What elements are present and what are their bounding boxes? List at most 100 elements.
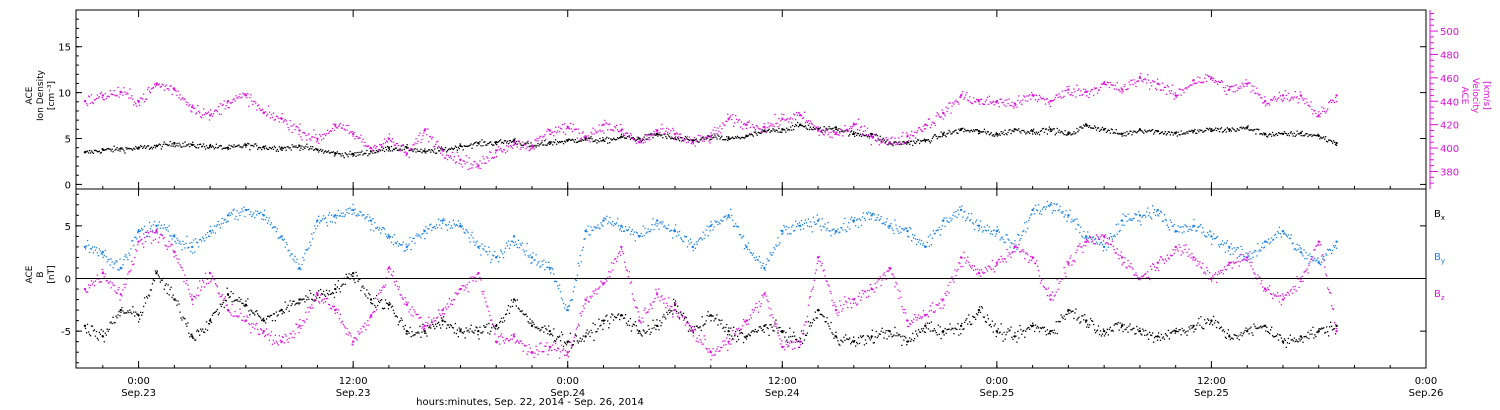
series-magnetic-field-2	[83, 229, 1338, 361]
data-point	[673, 229, 677, 233]
data-point	[137, 100, 140, 103]
data-point	[655, 129, 659, 132]
data-point	[727, 340, 730, 343]
data-point	[530, 256, 534, 259]
data-point	[83, 245, 87, 249]
data-point	[1263, 287, 1267, 291]
data-point	[906, 229, 909, 233]
data-point	[262, 145, 265, 148]
data-point	[405, 303, 408, 307]
y-tick-label: 0	[65, 180, 71, 191]
data-point	[191, 143, 194, 147]
data-point	[1049, 298, 1052, 301]
data-point	[512, 139, 516, 142]
data-point	[173, 250, 176, 254]
data-point	[602, 219, 605, 222]
data-point	[1245, 256, 1249, 259]
data-point	[566, 351, 569, 354]
data-point	[1281, 340, 1285, 343]
y-tick-label: 5	[65, 135, 71, 146]
data-point	[191, 298, 194, 301]
data-point	[119, 90, 122, 94]
data-point	[1245, 82, 1249, 85]
data-point	[1299, 94, 1303, 97]
data-point	[924, 324, 927, 328]
data-point	[781, 229, 784, 233]
data-point	[83, 151, 87, 154]
data-point	[1031, 94, 1034, 97]
data-point	[870, 287, 873, 291]
data-point	[83, 324, 87, 328]
data-point	[977, 272, 981, 275]
data-point	[1281, 94, 1285, 97]
data-point	[870, 214, 873, 217]
data-layer	[83, 72, 1338, 361]
data-point	[548, 129, 552, 132]
data-point	[673, 132, 677, 136]
data-point	[673, 308, 677, 312]
data-point	[1049, 203, 1052, 206]
data-point	[423, 129, 426, 132]
data-point	[387, 137, 391, 140]
y-axis-label-line: B	[36, 271, 46, 277]
data-point	[584, 298, 587, 301]
data-point	[1013, 335, 1016, 338]
data-point	[316, 137, 319, 140]
data-point	[1067, 214, 1070, 217]
data-point	[1085, 319, 1088, 322]
data-point	[119, 293, 122, 296]
y-tick-label: -5	[61, 327, 71, 338]
data-point	[1317, 134, 1320, 137]
data-point	[119, 147, 122, 150]
data-point	[1228, 261, 1231, 264]
data-point	[781, 128, 784, 131]
data-point	[477, 329, 480, 333]
data-point	[763, 125, 766, 129]
data-point	[888, 224, 891, 228]
data-point	[1210, 128, 1213, 131]
series-magnetic-field-1	[83, 200, 1338, 312]
data-point	[477, 141, 480, 145]
data-point	[798, 340, 802, 343]
right-tick-label: 440	[1440, 97, 1459, 108]
data-point	[1228, 128, 1231, 131]
data-point	[620, 135, 623, 138]
data-point	[1192, 324, 1195, 328]
data-point	[602, 282, 605, 285]
y-tick-label: 10	[58, 89, 71, 100]
data-point	[101, 250, 105, 254]
data-point	[906, 319, 909, 322]
data-point	[459, 158, 462, 161]
legend-Bz: Bz	[1434, 289, 1445, 302]
data-point	[1156, 129, 1159, 133]
data-point	[1174, 329, 1177, 333]
data-point	[494, 340, 498, 343]
series-density-velocity-0	[83, 121, 1338, 159]
right-tick-label: 400	[1440, 144, 1459, 155]
data-point	[620, 224, 623, 228]
data-point	[852, 298, 856, 301]
data-point	[1138, 214, 1142, 217]
data-point	[942, 111, 945, 115]
data-point	[1335, 141, 1338, 145]
data-point	[530, 144, 534, 147]
data-point	[638, 137, 641, 140]
data-point	[334, 308, 337, 312]
data-point	[691, 141, 695, 144]
data-point	[191, 245, 194, 249]
data-point	[298, 129, 301, 132]
data-point	[262, 319, 265, 322]
data-point	[298, 266, 301, 270]
data-point	[727, 137, 730, 140]
data-point	[1228, 88, 1231, 91]
data-point	[745, 134, 748, 137]
x-tick-date: Sep.25	[1194, 388, 1229, 399]
data-point	[173, 298, 176, 301]
data-point	[101, 272, 105, 275]
data-point	[423, 324, 426, 328]
data-point	[208, 144, 212, 148]
data-point	[137, 314, 140, 317]
data-point	[280, 235, 283, 238]
data-point	[459, 329, 462, 333]
